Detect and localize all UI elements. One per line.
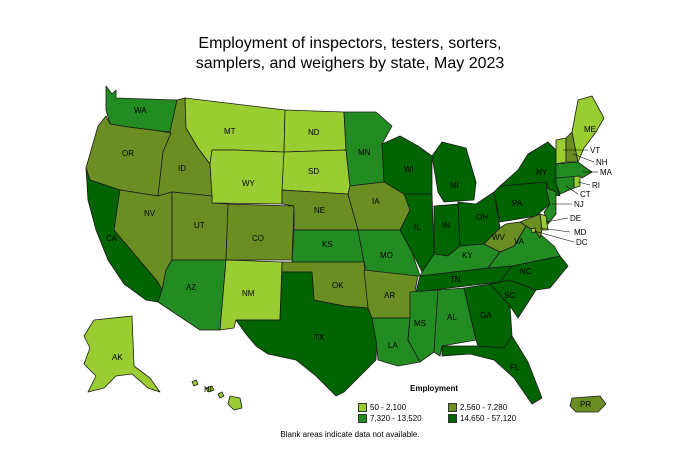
map-title-line1: Employment of inspectors, testers, sorte…	[198, 35, 502, 52]
label-MA: MA	[600, 168, 613, 177]
label-WA: WA	[134, 106, 147, 115]
state-PR[interactable]	[569, 395, 607, 413]
label-NJ: NJ	[574, 200, 584, 209]
legend-label-4: 14,650 - 57,120	[460, 414, 517, 423]
label-AL: AL	[447, 313, 457, 322]
data-availability-note: Blank areas indicate data not available.	[280, 430, 420, 439]
legend-swatch-3	[358, 414, 367, 423]
label-IA: IA	[372, 197, 380, 206]
state-MA[interactable]	[555, 161, 593, 179]
label-ND: ND	[308, 128, 320, 137]
state-MD[interactable]	[519, 213, 543, 239]
label-CO: CO	[252, 234, 264, 243]
label-MO: MO	[380, 251, 393, 260]
label-IL: IL	[414, 223, 421, 232]
label-WV: WV	[492, 233, 506, 242]
label-ME: ME	[584, 125, 596, 134]
label-UT: UT	[194, 221, 205, 230]
map-title-line2: samplers, and weighers by state, May 202…	[195, 55, 505, 72]
state-CT[interactable]	[555, 175, 575, 195]
legend-swatch-4	[448, 414, 457, 423]
label-LA: LA	[388, 341, 398, 350]
label-VA: VA	[514, 237, 525, 246]
state-FL[interactable]	[441, 335, 543, 405]
label-MD: MD	[574, 228, 587, 237]
label-MI: MI	[450, 181, 459, 190]
label-WY: WY	[242, 179, 256, 188]
label-OR: OR	[122, 149, 134, 158]
label-CA: CA	[106, 234, 118, 243]
state-MI[interactable]	[431, 141, 477, 203]
label-OK: OK	[332, 281, 344, 290]
label-DE: DE	[570, 214, 581, 223]
state-AK[interactable]	[83, 315, 161, 393]
label-OH: OH	[476, 213, 488, 222]
state-IN[interactable]	[433, 203, 461, 257]
legend-item-3: 7,320 - 13,520	[358, 414, 422, 423]
legend-item-2: 2,560 - 7,280	[448, 403, 507, 412]
label-SC: SC	[504, 291, 515, 300]
label-GA: GA	[480, 311, 492, 320]
label-AZ: AZ	[186, 283, 196, 292]
label-KS: KS	[322, 240, 333, 249]
state-TX[interactable]	[235, 271, 379, 397]
legend-swatch-2	[448, 403, 457, 412]
label-NC: NC	[520, 267, 532, 276]
map-title: Employment of inspectors, testers, sorte…	[0, 34, 700, 74]
label-NE: NE	[314, 206, 325, 215]
state-HI[interactable]	[191, 379, 243, 411]
label-SD: SD	[308, 167, 319, 176]
state-DC[interactable]	[530, 227, 537, 234]
legend-label-3: 7,320 - 13,520	[370, 414, 422, 423]
label-NY: NY	[536, 168, 548, 177]
state-ME[interactable]	[571, 95, 605, 163]
label-AR: AR	[384, 291, 395, 300]
label-NM: NM	[242, 289, 255, 298]
label-WI: WI	[404, 165, 414, 174]
label-PR: PR	[580, 400, 591, 409]
label-TN: TN	[450, 275, 461, 284]
state-VT[interactable]	[555, 137, 567, 165]
callout-lines	[533, 149, 598, 243]
state-labels: WA OR CA ID NV MT WY UT AZ CO NM ND SD N…	[106, 106, 613, 409]
label-FL: FL	[510, 363, 520, 372]
legend-title: Employment	[410, 384, 459, 393]
state-WI[interactable]	[381, 135, 433, 195]
label-VT: VT	[590, 146, 600, 155]
label-MS: MS	[414, 319, 426, 328]
label-HI: HI	[204, 385, 212, 394]
state-NJ[interactable]	[543, 187, 557, 225]
state-IL[interactable]	[399, 193, 435, 273]
label-DC: DC	[576, 238, 588, 247]
label-MT: MT	[224, 127, 236, 136]
label-NV: NV	[144, 209, 156, 218]
label-ID: ID	[178, 164, 186, 173]
state-WY[interactable]	[209, 149, 285, 205]
state-AZ[interactable]	[157, 259, 227, 331]
label-CT: CT	[580, 190, 591, 199]
legend-label-2: 2,560 - 7,280	[460, 403, 508, 412]
label-KY: KY	[462, 251, 473, 260]
legend-label-1: 50 - 2,100	[370, 403, 407, 412]
label-MN: MN	[358, 148, 371, 157]
label-NH: NH	[596, 158, 608, 167]
state-CO[interactable]	[225, 203, 295, 261]
legend-swatch-1	[358, 403, 367, 412]
label-TX: TX	[314, 333, 325, 342]
legend-item-4: 14,650 - 57,120	[448, 414, 516, 423]
label-IN: IN	[442, 221, 450, 230]
label-RI: RI	[592, 181, 600, 190]
label-AK: AK	[112, 353, 123, 362]
label-PA: PA	[512, 199, 523, 208]
legend-item-1: 50 - 2,100	[358, 403, 406, 412]
